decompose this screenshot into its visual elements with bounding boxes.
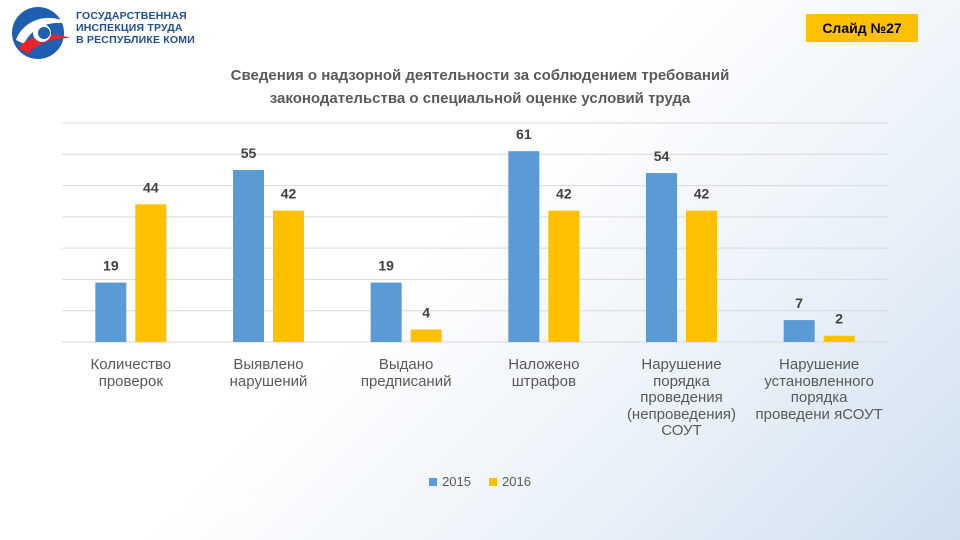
- org-name-line: ИНСПЕКЦИЯ ТРУДА: [76, 22, 183, 34]
- data-label-2015-3: 19: [378, 258, 394, 274]
- bar-2016-3: [410, 329, 442, 342]
- data-label-2016-4: 42: [556, 186, 572, 202]
- bar-2016-4: [548, 210, 580, 342]
- x-axis-label-line: проверок: [98, 372, 163, 390]
- x-axis-label-line: Нарушение: [779, 356, 860, 373]
- bar-2015-3: [370, 282, 402, 342]
- x-axis-label-line: Наложено: [508, 356, 580, 373]
- bar-2016-1: [135, 204, 167, 342]
- bar-2015-6: [783, 320, 815, 342]
- legend-item-2015: 2015: [429, 474, 471, 489]
- legend-item-2016: 2016: [489, 474, 531, 489]
- data-label-2015-1: 19: [103, 258, 119, 274]
- bar-2016-2: [273, 210, 304, 342]
- x-axis-label-1: Количество проверок: [56, 356, 206, 390]
- data-label-2016-2: 42: [281, 186, 297, 202]
- chart-legend: 2015 2016: [0, 474, 960, 489]
- chart-title: Сведения о надзорной деятельности за соб…: [130, 64, 830, 110]
- org-name-line: ГОСУДАРСТВЕННАЯ: [76, 10, 187, 22]
- data-label-2016-5: 42: [694, 186, 710, 202]
- chart-gridlines: [62, 122, 888, 343]
- x-axis-label-line: Выдано: [378, 356, 434, 373]
- x-axis-label-line: порядка: [653, 372, 710, 390]
- chart-data-labels: 19 55 19 61 54 7 44 42 4 42 42 2: [103, 126, 843, 327]
- x-axis-label-2: Выявлено нарушений: [194, 356, 344, 390]
- bar-2015-1: [95, 282, 127, 342]
- x-axis-label-line: нарушений: [229, 372, 308, 390]
- x-axis-label-line: штрафов: [511, 372, 576, 390]
- data-label-2015-6: 7: [795, 295, 803, 311]
- legend-label-2015: 2015: [442, 474, 471, 489]
- data-label-2016-3: 4: [422, 304, 430, 320]
- data-label-2016-1: 44: [143, 179, 159, 195]
- bar-2016-5: [686, 210, 717, 342]
- x-axis-label-line: Количество: [90, 356, 172, 373]
- chart-title-line: законодательства о специальной оценке ус…: [269, 90, 691, 107]
- x-axis-label-line: СОУТ: [661, 422, 702, 439]
- data-label-2015-5: 54: [654, 148, 670, 164]
- logo: [8, 4, 208, 62]
- x-axis-label-line: Выявлено: [233, 356, 304, 373]
- x-axis-label-line: порядка: [790, 389, 848, 406]
- org-name-line: В РЕСПУБЛИКЕ КОМИ: [76, 34, 195, 46]
- x-axis-label-5: Нарушение порядка проведения (непроведения)…: [607, 356, 757, 440]
- x-axis-label-4: Наложено штрафов: [469, 356, 619, 390]
- data-label-2015-4: 61: [516, 126, 532, 142]
- bar-2016-6: [823, 335, 855, 342]
- legend-swatch-2015: [429, 477, 438, 486]
- x-axis-label-line: (непроведения): [626, 405, 737, 423]
- legend-swatch-2016: [489, 477, 497, 486]
- bar-2015-5: [646, 173, 677, 342]
- x-axis-label-line: предписаний: [360, 372, 452, 390]
- chart-title-line: Сведения о надзорной деятельности за соб…: [230, 67, 730, 84]
- legend-label-2016: 2016: [502, 474, 531, 489]
- x-axis-label-line: проведени яСОУТ: [755, 405, 883, 423]
- bar-2015-2: [233, 169, 264, 342]
- x-axis-label-6: Нарушение установленного порядка проведени …: [744, 356, 894, 423]
- slide-number-badge: Слайд №27: [806, 14, 918, 42]
- data-label-2016-6: 2: [835, 311, 843, 327]
- x-axis-label-line: установленного: [764, 372, 874, 390]
- data-label-2015-2: 55: [241, 145, 257, 161]
- logo-emblem-icon: [12, 7, 70, 59]
- x-axis-label-3: Выдано предписаний: [331, 356, 481, 390]
- chart-bars: [95, 151, 855, 342]
- organization-name: ГОСУДАРСТВЕННАЯ ИНСПЕКЦИЯ ТРУДА В РЕСПУБ…: [76, 10, 216, 46]
- x-axis-label-line: проведения: [640, 389, 723, 406]
- x-axis-label-line: Нарушение: [641, 356, 722, 373]
- bar-2015-4: [508, 151, 540, 342]
